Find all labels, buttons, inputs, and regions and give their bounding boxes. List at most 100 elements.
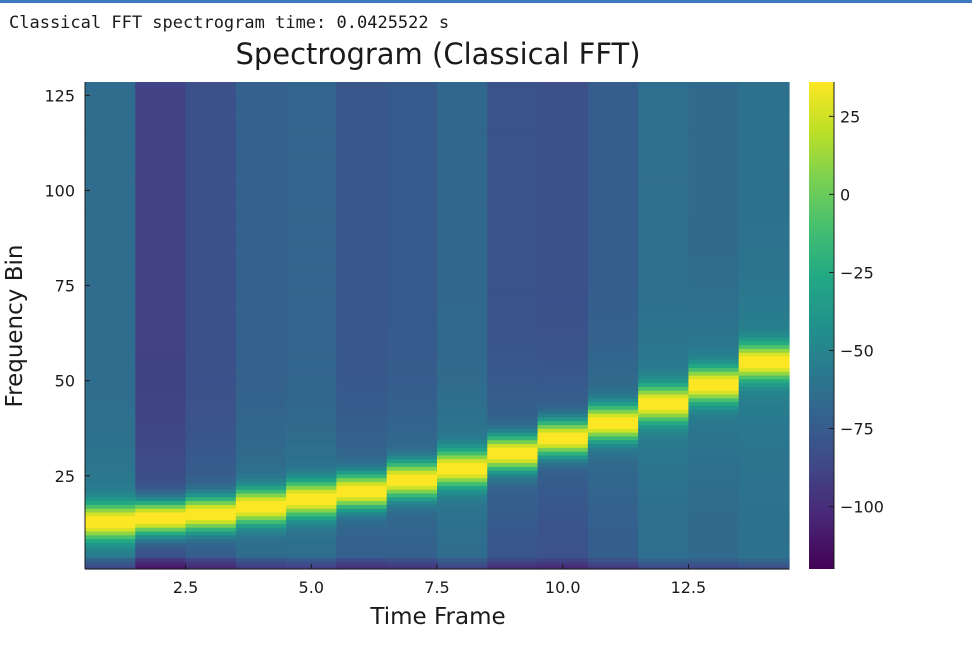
heatmap-cell — [688, 207, 740, 212]
heatmap-cell — [185, 344, 237, 349]
heatmap-cell — [487, 527, 539, 532]
heatmap-cell — [437, 405, 488, 410]
heatmap-cell — [487, 245, 539, 250]
heatmap-cell — [85, 268, 136, 273]
heatmap-cell — [235, 287, 287, 292]
heatmap-cell — [235, 405, 287, 410]
heatmap-cell — [587, 413, 639, 418]
heatmap-cell — [537, 257, 589, 262]
heatmap-cell — [688, 424, 740, 429]
heatmap-cell — [386, 131, 438, 136]
heatmap-cell — [587, 268, 639, 273]
heatmap-cell — [688, 496, 740, 502]
heatmap-cell — [487, 310, 539, 315]
heatmap-cell — [185, 439, 237, 445]
heatmap-cell — [738, 165, 790, 171]
heatmap-cell — [235, 489, 287, 494]
heatmap-cell — [487, 420, 539, 426]
heatmap-cell — [738, 306, 790, 311]
heatmap-cell — [738, 473, 790, 479]
heatmap-cell — [185, 101, 237, 106]
heatmap-cell — [386, 317, 438, 323]
heatmap-cell — [537, 397, 589, 403]
heatmap-cell — [487, 378, 539, 384]
heatmap-cell — [386, 154, 438, 159]
heatmap-cell — [537, 184, 589, 190]
heatmap-cell — [386, 279, 438, 285]
heatmap-cell — [587, 462, 639, 467]
heatmap-cell — [286, 135, 338, 140]
heatmap-cell — [437, 222, 488, 228]
heatmap-cell — [688, 249, 740, 254]
heatmap-cell — [135, 367, 187, 372]
heatmap-cell — [135, 374, 187, 380]
heatmap-cell — [587, 447, 639, 452]
heatmap-cell — [738, 257, 790, 262]
heatmap-cell — [286, 527, 338, 532]
heatmap-cell — [688, 215, 740, 220]
heatmap-cell — [738, 546, 790, 551]
heatmap-cell — [688, 108, 740, 114]
heatmap-cell — [235, 466, 287, 471]
heatmap-cell — [336, 530, 388, 536]
heatmap-cell — [437, 374, 488, 380]
heatmap-cell — [85, 165, 136, 171]
heatmap-cell — [537, 492, 589, 498]
heatmap-cell — [638, 264, 690, 270]
heatmap-cell — [135, 363, 187, 368]
heatmap-cell — [386, 234, 438, 239]
heatmap-cell — [286, 257, 338, 262]
heatmap-cell — [738, 123, 790, 129]
heatmap-cell — [487, 135, 539, 140]
heatmap-cell — [286, 116, 338, 121]
heatmap-cell — [638, 310, 690, 315]
heatmap-cell — [185, 116, 237, 121]
heatmap-cell — [738, 416, 790, 422]
heatmap-cell — [135, 458, 187, 464]
heatmap-cell — [487, 367, 539, 372]
heatmap-cell — [386, 116, 438, 121]
colorbar: 250−25−50−75−100 — [809, 82, 884, 569]
heatmap-cell — [386, 481, 438, 486]
heatmap-cell — [185, 485, 237, 490]
heatmap-cell — [135, 542, 187, 547]
heatmap-cell — [336, 500, 388, 505]
heatmap-cell — [85, 85, 136, 91]
heatmap-cell — [336, 397, 388, 403]
heatmap-cell — [487, 230, 539, 235]
heatmap-cell — [437, 378, 488, 384]
heatmap-cell — [738, 454, 790, 460]
heatmap-cell — [235, 161, 287, 167]
heatmap-cell — [135, 511, 187, 517]
heatmap-cell — [185, 222, 237, 228]
heatmap-cell — [286, 416, 338, 422]
heatmap-cell — [738, 329, 790, 334]
heatmap-cell — [487, 333, 539, 338]
heatmap-cell — [437, 82, 488, 87]
heatmap-cell — [386, 199, 438, 205]
heatmap-cell — [537, 428, 589, 433]
heatmap-cell — [537, 344, 589, 349]
heatmap-cell — [587, 325, 639, 330]
heatmap-cell — [688, 413, 740, 418]
heatmap-cell — [688, 435, 740, 441]
heatmap-cell — [738, 260, 790, 266]
heatmap-cell — [135, 352, 187, 357]
heatmap-cell — [587, 139, 639, 144]
heatmap-cell — [185, 397, 237, 403]
heatmap-cell — [336, 279, 388, 285]
heatmap-cell — [437, 93, 488, 98]
heatmap-cell — [487, 169, 539, 174]
heatmap-cell — [587, 363, 639, 368]
heatmap-cell — [336, 82, 388, 87]
heatmap-cell — [135, 302, 187, 308]
heatmap-cell — [537, 473, 589, 479]
heatmap-cell — [386, 302, 438, 308]
heatmap-cell — [537, 173, 589, 178]
heatmap-cell — [235, 557, 287, 562]
heatmap-cell — [688, 116, 740, 121]
heatmap-cell — [85, 462, 136, 467]
heatmap-cell — [386, 89, 438, 95]
heatmap-cell — [537, 272, 589, 277]
heatmap-cell — [537, 276, 589, 281]
